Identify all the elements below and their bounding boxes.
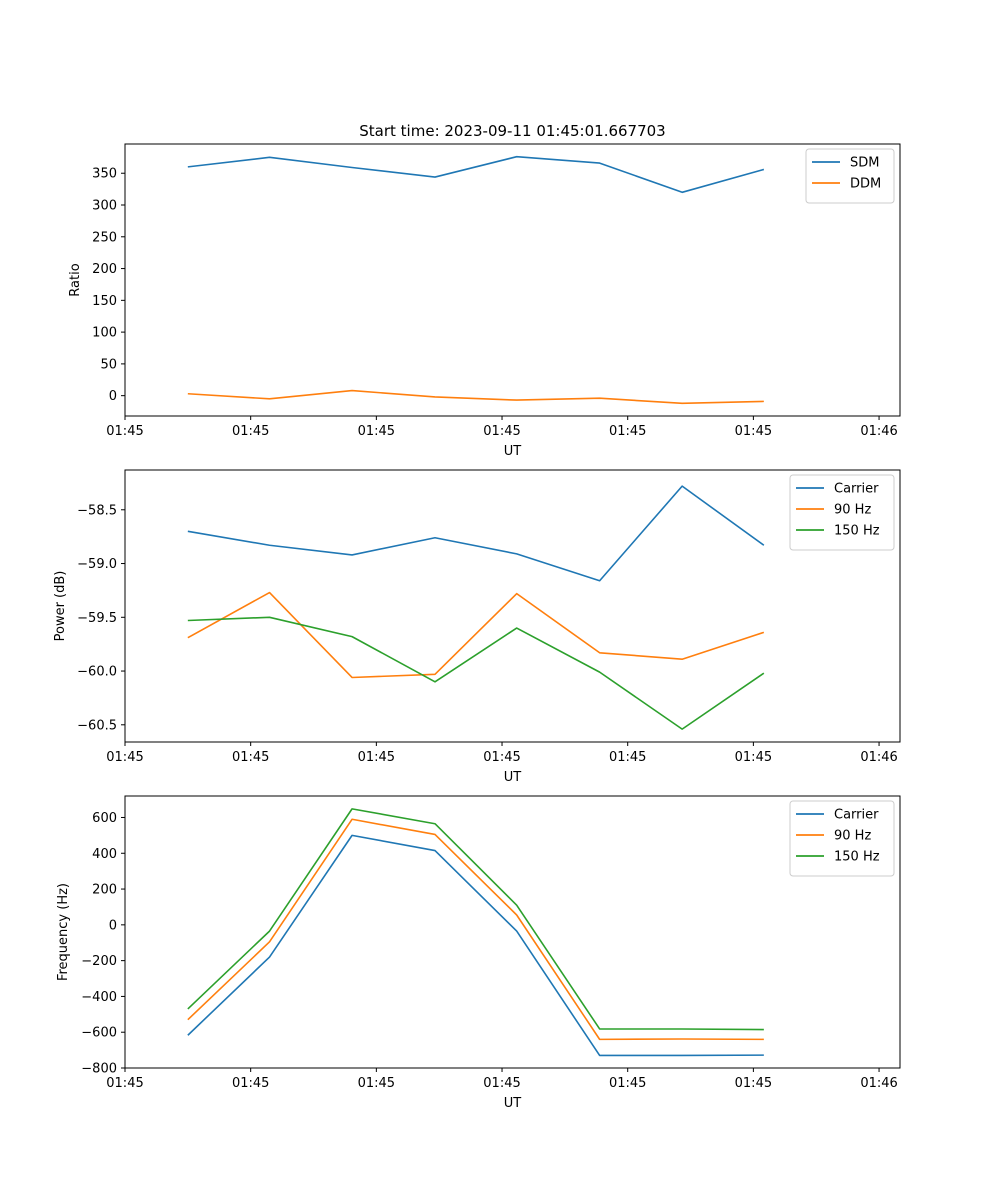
y-axis-label: Frequency (Hz) xyxy=(56,883,71,981)
y-axis-label: Power (dB) xyxy=(53,571,68,642)
x-tick-label: 01:45 xyxy=(232,750,269,765)
y-tick-label: −800 xyxy=(81,1062,117,1077)
x-axis-label: UT xyxy=(504,770,522,785)
y-tick-label: 0 xyxy=(109,918,117,933)
series-line-90-hz xyxy=(187,591,765,679)
series-line-150-hz xyxy=(187,616,765,730)
y-tick-label: 400 xyxy=(92,847,117,862)
legend-box xyxy=(789,474,895,551)
x-tick-label: 01:45 xyxy=(609,1076,646,1091)
subplot-3: 01:45 01:45 01:45 01:45 01:45 01:45 01:46 −800 −… xyxy=(56,795,901,1111)
x-tick-label: 01:45 xyxy=(735,750,772,765)
axes-frame xyxy=(124,469,901,743)
x-tick-label: 01:45 xyxy=(735,1076,772,1091)
axes-frame xyxy=(124,795,901,1069)
x-tick-label: 01:46 xyxy=(860,424,897,439)
y-tick-label: 250 xyxy=(92,230,117,245)
y-tick-label: −58.5 xyxy=(77,503,117,518)
x-tick-label: 01:45 xyxy=(358,424,395,439)
x-axis-label: UT xyxy=(504,1096,522,1111)
legend-label: Carrier xyxy=(834,808,879,823)
x-axis-label: UT xyxy=(504,444,522,459)
legend: SDM DDM xyxy=(805,148,895,204)
x-tick-label: 01:45 xyxy=(609,424,646,439)
y-tick-label: −59.0 xyxy=(77,557,117,572)
legend-label: 90 Hz xyxy=(834,829,871,844)
y-tick-label: −600 xyxy=(81,1026,117,1041)
y-tick-label: 100 xyxy=(92,326,117,341)
series-line-ddm xyxy=(187,389,764,405)
x-tick-label: 01:45 xyxy=(106,1076,143,1091)
x-tick-label: 01:45 xyxy=(483,424,520,439)
x-tick-label: 01:45 xyxy=(232,1076,269,1091)
y-tick-label: 50 xyxy=(100,357,117,372)
series-line-sdm xyxy=(187,155,765,194)
series-line-150-hz xyxy=(187,808,764,1031)
y-tick-label: 200 xyxy=(92,262,117,277)
legend-label: SDM xyxy=(850,156,879,171)
y-tick-label: 600 xyxy=(92,811,117,826)
x-tick-label: 01:45 xyxy=(106,424,143,439)
x-tick-label: 01:45 xyxy=(106,750,143,765)
y-tick-label: −200 xyxy=(81,954,117,969)
y-tick-label: −400 xyxy=(81,990,117,1005)
legend-label: 90 Hz xyxy=(834,503,871,518)
legend-box xyxy=(789,800,895,877)
series-line-carrier xyxy=(187,485,765,582)
y-axis-label: Ratio xyxy=(68,263,83,296)
x-tick-label: 01:46 xyxy=(860,1076,897,1091)
y-tick-label: 150 xyxy=(92,294,117,309)
legend-label: Carrier xyxy=(834,482,879,497)
x-tick-label: 01:45 xyxy=(735,424,772,439)
y-tick-label: 300 xyxy=(92,199,117,214)
x-tick-label: 01:45 xyxy=(358,750,395,765)
y-tick-label: 350 xyxy=(92,167,117,182)
x-tick-label: 01:45 xyxy=(483,1076,520,1091)
x-tick-label: 01:45 xyxy=(483,750,520,765)
x-tick-label: 01:45 xyxy=(232,424,269,439)
x-tick-label: 01:45 xyxy=(609,750,646,765)
legend: Carrier 90 Hz 150 Hz xyxy=(789,474,895,551)
legend-label: 150 Hz xyxy=(834,524,880,539)
series-line-90-hz xyxy=(187,818,764,1041)
x-tick-label: 01:46 xyxy=(860,750,897,765)
legend: Carrier 90 Hz 150 Hz xyxy=(789,800,895,877)
legend-label: DDM xyxy=(850,177,881,192)
y-tick-label: −60.0 xyxy=(77,665,117,680)
subplot-1: 01:45 01:45 01:45 01:45 01:45 01:45 01:46 0 50 10… xyxy=(68,143,901,459)
y-tick-label: −60.5 xyxy=(77,718,117,733)
y-tick-label: −59.5 xyxy=(77,611,117,626)
subplot-2: 01:45 01:45 01:45 01:45 01:45 01:45 01:46 −60.5… xyxy=(53,469,901,785)
figure-title: Start time: 2023-09-11 01:45:01.667703 xyxy=(359,122,665,140)
axes-frame xyxy=(124,143,901,417)
y-tick-label: 0 xyxy=(109,389,117,404)
legend-label: 150 Hz xyxy=(834,850,880,865)
y-tick-label: 200 xyxy=(92,883,117,898)
x-tick-label: 01:45 xyxy=(358,1076,395,1091)
series-line-carrier xyxy=(187,834,764,1057)
